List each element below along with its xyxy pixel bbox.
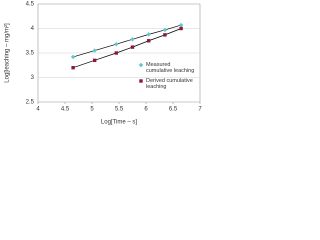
point <box>147 39 151 43</box>
point <box>92 48 97 53</box>
point <box>71 66 75 70</box>
point <box>178 22 184 28</box>
x-axis-label: Log[Time – s] <box>101 120 137 126</box>
point <box>162 27 168 33</box>
x-tick-label: 5.5 <box>115 107 124 113</box>
y-axis-label: Log[leaching – mg/m²] <box>5 23 11 83</box>
x-tick-label: 6.5 <box>169 107 178 113</box>
point <box>130 45 135 49</box>
legend-label: Measured cumulative leaching <box>146 62 195 74</box>
point <box>93 58 97 63</box>
point <box>114 41 119 47</box>
x-tick-label: 4.5 <box>61 107 70 113</box>
legend-marker <box>139 79 143 83</box>
x-tick-label: 5 <box>90 107 94 113</box>
y-tick-label: 4.5 <box>26 2 35 8</box>
legend-marker <box>138 62 144 68</box>
chart-container: Log[Time – s] Log[leaching – mg/m²] 2.5 3… <box>0 0 222 129</box>
x-tick-label: 6 <box>144 107 148 113</box>
legend-label: Derived cumulative leaching <box>146 78 193 90</box>
point <box>130 37 135 42</box>
x-tick-label: 7 <box>198 107 202 113</box>
chart: Log[Time – s] Log[leaching – mg/m²] 2.5 3… <box>5 2 203 126</box>
y-tick-label: 3.5 <box>26 51 35 57</box>
y-tick-label: 3 <box>31 75 35 81</box>
point <box>163 33 167 37</box>
x-tick-label: 4 <box>36 107 40 113</box>
y-tick-label: 2.5 <box>26 100 35 106</box>
y-tick-label: 4 <box>31 26 35 32</box>
point <box>70 54 76 60</box>
point <box>179 26 183 31</box>
point <box>114 51 118 55</box>
point <box>146 32 151 37</box>
